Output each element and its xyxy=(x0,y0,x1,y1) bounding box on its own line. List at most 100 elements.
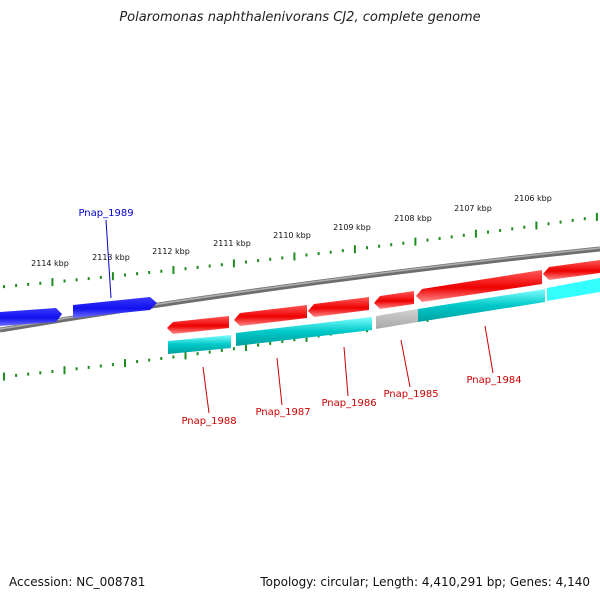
label-leaders xyxy=(105,219,494,414)
minor-tick xyxy=(27,282,30,286)
minor-tick xyxy=(148,358,151,362)
major-tick xyxy=(172,266,175,274)
minor-tick xyxy=(426,238,429,242)
minor-tick xyxy=(269,341,272,345)
minor-tick xyxy=(160,357,163,360)
major-tick xyxy=(184,351,187,360)
gene-labels: Pnap_1989 Pnap_1988 Pnap_1987 Pnap_1986 … xyxy=(78,208,521,427)
gene-label[interactable]: Pnap_1988 xyxy=(181,416,236,427)
minor-tick xyxy=(75,278,78,282)
major-tick xyxy=(353,245,356,254)
kbp-label: 2111 kbp xyxy=(213,239,251,248)
gene-arrow[interactable] xyxy=(167,316,229,334)
minor-tick xyxy=(462,233,465,237)
major-tick xyxy=(535,221,538,230)
minor-tick xyxy=(232,347,235,351)
minor-tick xyxy=(39,371,42,375)
minor-tick xyxy=(317,252,320,256)
minor-tick xyxy=(220,348,223,352)
minor-tick xyxy=(208,350,211,354)
reverse-genes xyxy=(167,260,600,334)
kbp-label: 2109 kbp xyxy=(333,223,371,232)
upper-scale-axis xyxy=(3,212,598,289)
minor-tick xyxy=(341,249,344,253)
gene-arrow[interactable] xyxy=(308,297,369,317)
major-tick xyxy=(232,259,235,268)
minor-tick xyxy=(257,343,260,347)
minor-tick xyxy=(136,360,139,364)
minor-tick xyxy=(402,241,405,245)
minor-tick xyxy=(220,263,223,267)
kbp-label: 2106 kbp xyxy=(514,194,552,203)
minor-tick xyxy=(281,340,284,344)
minor-tick xyxy=(450,235,453,239)
gene-arrow[interactable] xyxy=(0,308,62,326)
major-tick xyxy=(111,272,114,281)
gene-arrow[interactable] xyxy=(234,305,307,326)
minor-tick xyxy=(305,253,308,257)
gene-label[interactable]: Pnap_1989 xyxy=(78,208,133,219)
cds-box[interactable] xyxy=(418,289,545,322)
minor-tick xyxy=(63,279,66,283)
major-tick xyxy=(245,343,247,351)
minor-tick xyxy=(87,277,90,281)
minor-tick xyxy=(87,365,90,369)
major-tick xyxy=(63,366,66,375)
gene-label[interactable]: Pnap_1986 xyxy=(321,398,376,409)
minor-tick xyxy=(75,367,78,371)
kbp-label: 2113 kbp xyxy=(92,253,130,262)
gene-arrow[interactable] xyxy=(73,297,157,318)
major-tick xyxy=(305,333,308,342)
minor-tick xyxy=(523,225,526,229)
map-title: Polaromonas naphthalenivorans CJ2, compl… xyxy=(119,10,481,25)
minor-tick xyxy=(208,264,211,268)
minor-tick xyxy=(160,269,163,273)
minor-tick xyxy=(366,246,368,250)
cds-box[interactable] xyxy=(236,317,372,346)
minor-tick xyxy=(196,352,199,356)
minor-tick xyxy=(172,355,175,359)
cds-box[interactable] xyxy=(547,278,600,301)
minor-tick xyxy=(124,273,126,277)
cds-box[interactable] xyxy=(376,309,418,329)
minor-tick xyxy=(15,284,18,287)
minor-tick xyxy=(148,271,151,274)
minor-tick xyxy=(99,275,102,279)
genome-summary-text: Topology: circular; Length: 4,410,291 bp… xyxy=(260,575,590,589)
major-tick xyxy=(124,359,126,368)
gene-arrow[interactable] xyxy=(374,291,414,309)
minor-tick xyxy=(499,229,502,232)
minor-tick xyxy=(329,250,332,254)
minor-tick xyxy=(196,265,199,269)
major-tick xyxy=(474,229,477,238)
accession-text: Accession: NC_008781 xyxy=(9,575,146,589)
gene-label[interactable]: Pnap_1987 xyxy=(255,407,310,418)
minor-tick xyxy=(15,373,18,377)
minor-tick xyxy=(390,243,393,247)
kbp-label: 2107 kbp xyxy=(454,204,492,213)
gene-arrow[interactable] xyxy=(416,270,542,302)
minor-tick xyxy=(3,285,5,289)
kbp-label: 2108 kbp xyxy=(394,214,432,223)
minor-tick xyxy=(559,220,562,224)
minor-tick xyxy=(27,372,30,376)
gene-label[interactable]: Pnap_1985 xyxy=(383,389,438,400)
minor-tick xyxy=(111,363,114,367)
cds-box[interactable] xyxy=(168,335,231,354)
minor-tick xyxy=(269,257,272,261)
cds-features xyxy=(168,278,600,354)
gene-label[interactable]: Pnap_1984 xyxy=(466,375,521,386)
minor-tick xyxy=(51,370,54,373)
minor-tick xyxy=(293,338,296,342)
major-tick xyxy=(51,278,54,287)
minor-tick xyxy=(438,237,441,240)
minor-tick xyxy=(571,218,574,222)
minor-tick xyxy=(257,259,260,263)
kbp-labels: 2114 kbp 2113 kbp 2112 kbp 2111 kbp 2110… xyxy=(31,194,552,268)
kbp-label: 2110 kbp xyxy=(273,231,311,240)
kbp-label: 2112 kbp xyxy=(152,247,190,256)
minor-tick xyxy=(245,260,247,264)
minor-tick xyxy=(583,217,586,221)
gene-arrow[interactable] xyxy=(543,260,600,280)
